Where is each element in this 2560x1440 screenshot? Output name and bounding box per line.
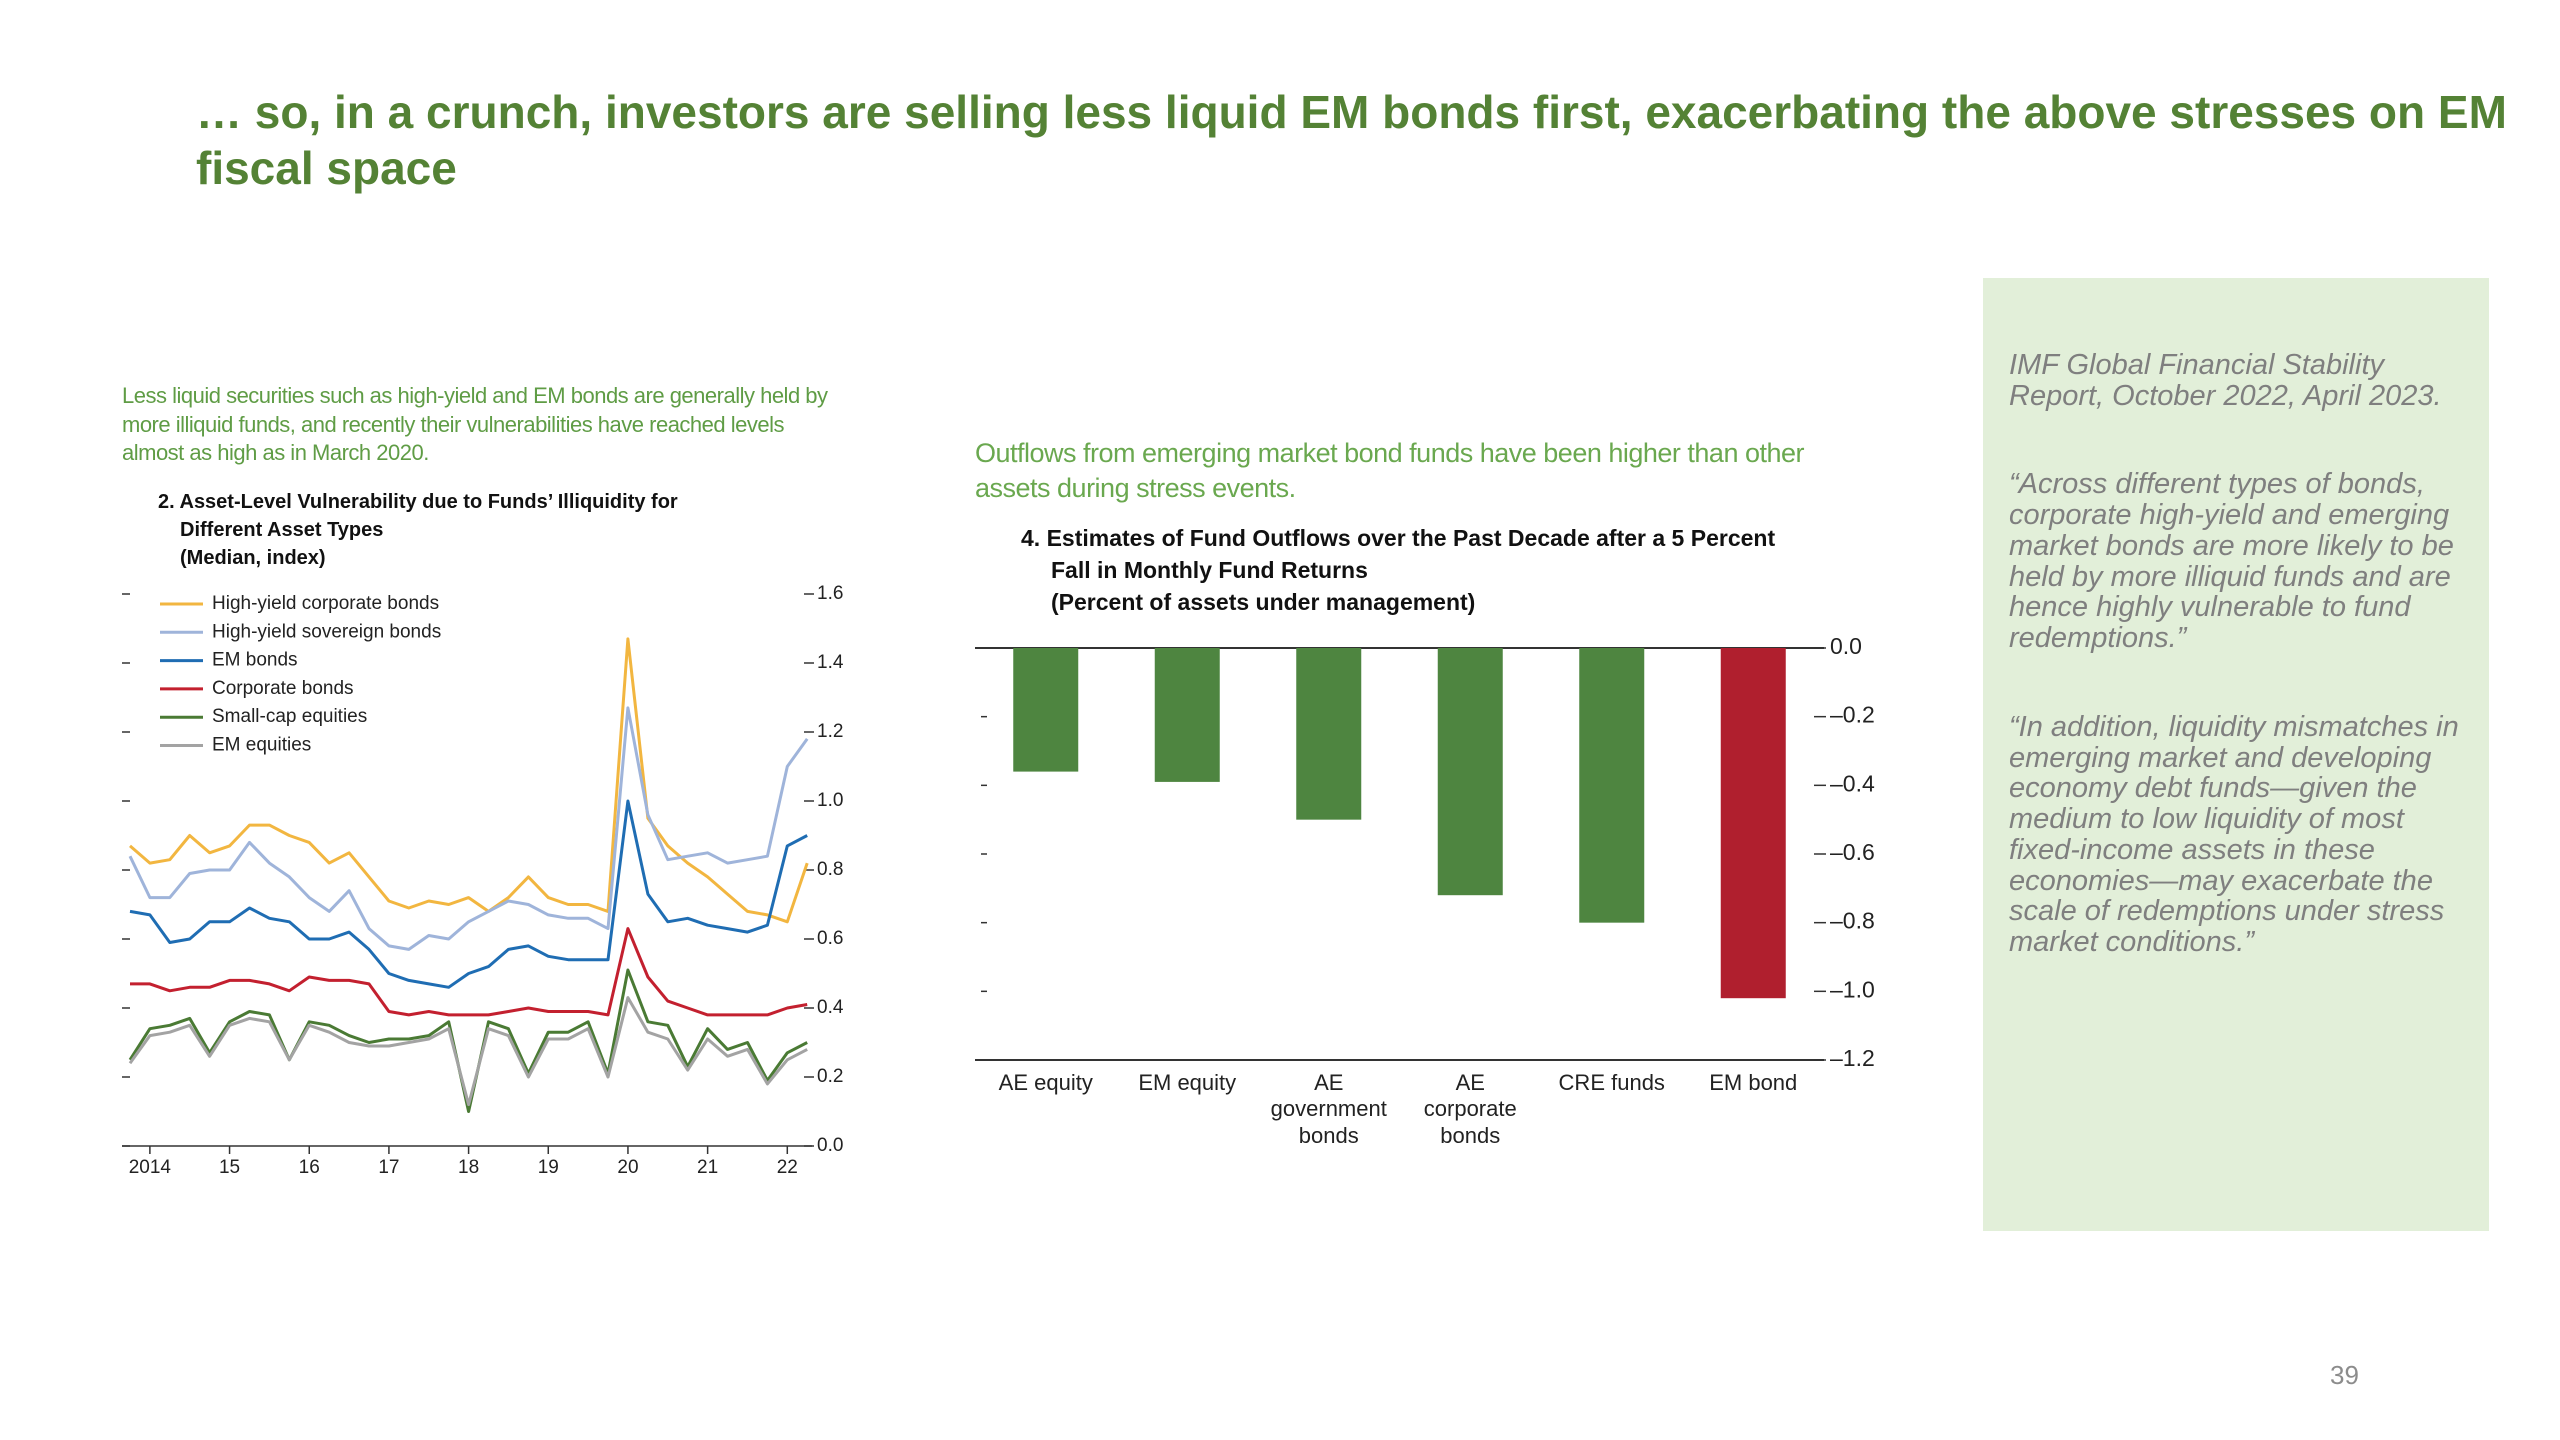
series-line bbox=[130, 927, 808, 1017]
legend-label: High-yield corporate bonds bbox=[212, 593, 439, 614]
chart-title-block: 4. Estimates of Fund Outflows over the P… bbox=[1021, 522, 1801, 619]
y-tick-label: 0.8 bbox=[817, 859, 843, 880]
slide-title: … so, in a crunch, investors are selling… bbox=[196, 86, 2507, 195]
y-tick-label: 0.0 bbox=[817, 1135, 843, 1156]
x-tick-label: CRE funds bbox=[1558, 1070, 1665, 1095]
x-tick-label: 2014 bbox=[129, 1157, 172, 1178]
legend-label: Corporate bonds bbox=[212, 678, 354, 699]
page-number: 39 bbox=[2330, 1360, 2359, 1390]
chart-subtitle: Less liquid securities such as high-yiel… bbox=[122, 383, 828, 466]
x-tick-label: EM equity bbox=[1138, 1070, 1237, 1095]
bar bbox=[1154, 648, 1220, 782]
x-tick-label: 22 bbox=[777, 1157, 798, 1178]
y-tick-label: 1.2 bbox=[817, 721, 843, 742]
y-tick-label: 0.0 bbox=[1830, 633, 1862, 659]
series-line bbox=[128, 706, 809, 951]
y-tick-label: 1.6 bbox=[817, 583, 843, 604]
y-tick-label: –0.2 bbox=[1830, 702, 1875, 728]
legend-label: EM equities bbox=[212, 735, 311, 756]
chart-units: (Median, index) bbox=[180, 547, 326, 569]
y-tick-label: –1.2 bbox=[1830, 1045, 1875, 1071]
chart-title-block: 2. Asset-Level Vulnerability due to Fund… bbox=[158, 488, 718, 572]
x-tick-label: AE government bonds bbox=[1270, 1070, 1387, 1148]
x-tick-label: 17 bbox=[378, 1157, 399, 1178]
series-line bbox=[128, 968, 808, 1113]
legend-label: High-yield sovereign bonds bbox=[212, 621, 441, 642]
bar bbox=[1720, 648, 1786, 999]
x-tick-label: 21 bbox=[697, 1157, 718, 1178]
x-tick-label: 15 bbox=[219, 1157, 240, 1178]
y-tick-label: –1.0 bbox=[1830, 976, 1875, 1002]
bar bbox=[1296, 648, 1362, 820]
series-line bbox=[129, 799, 808, 989]
series-line bbox=[129, 637, 809, 924]
sidebar: IMF Global Financial Stability Report, O… bbox=[1983, 278, 2489, 1231]
y-tick-label: 1.0 bbox=[817, 790, 843, 811]
y-tick-label: –0.6 bbox=[1830, 839, 1875, 865]
y-tick-label: 0.2 bbox=[817, 1066, 843, 1087]
chart-title: 4. Estimates of Fund Outflows over the P… bbox=[1021, 525, 1776, 584]
chart-subtitle: Outflows from emerging market bond funds… bbox=[975, 438, 1805, 504]
y-tick-label: –0.8 bbox=[1830, 908, 1875, 934]
quote: “Across different types of bonds, corpor… bbox=[2009, 468, 2454, 655]
legend-label: EM bonds bbox=[212, 650, 298, 671]
series-line bbox=[128, 996, 808, 1107]
y-tick-label: 0.4 bbox=[817, 997, 844, 1018]
x-tick-label: EM bond bbox=[1709, 1070, 1798, 1095]
x-tick-label: 19 bbox=[538, 1157, 559, 1178]
quote: “In addition, liquidity mismatches in em… bbox=[2009, 710, 2459, 959]
chart-title: 2. Asset-Level Vulnerability due to Fund… bbox=[158, 491, 678, 541]
legend-label: Small-cap equities bbox=[212, 706, 367, 727]
y-tick-label: 0.6 bbox=[817, 928, 843, 949]
x-tick-label: 18 bbox=[458, 1157, 479, 1178]
bar bbox=[1579, 648, 1645, 923]
x-tick-label: AE corporate bonds bbox=[1423, 1070, 1517, 1148]
x-tick-label: 16 bbox=[299, 1157, 320, 1178]
y-tick-label: –0.4 bbox=[1830, 770, 1875, 796]
chart-units: (Percent of assets under management) bbox=[1051, 589, 1476, 616]
x-tick-label: AE equity bbox=[998, 1070, 1093, 1095]
bar bbox=[1013, 648, 1079, 772]
bar bbox=[1437, 648, 1503, 896]
y-tick-label: 1.4 bbox=[817, 652, 844, 673]
source-note: IMF Global Financial Stability Report, O… bbox=[2009, 349, 2442, 412]
x-tick-label: 20 bbox=[617, 1157, 638, 1178]
